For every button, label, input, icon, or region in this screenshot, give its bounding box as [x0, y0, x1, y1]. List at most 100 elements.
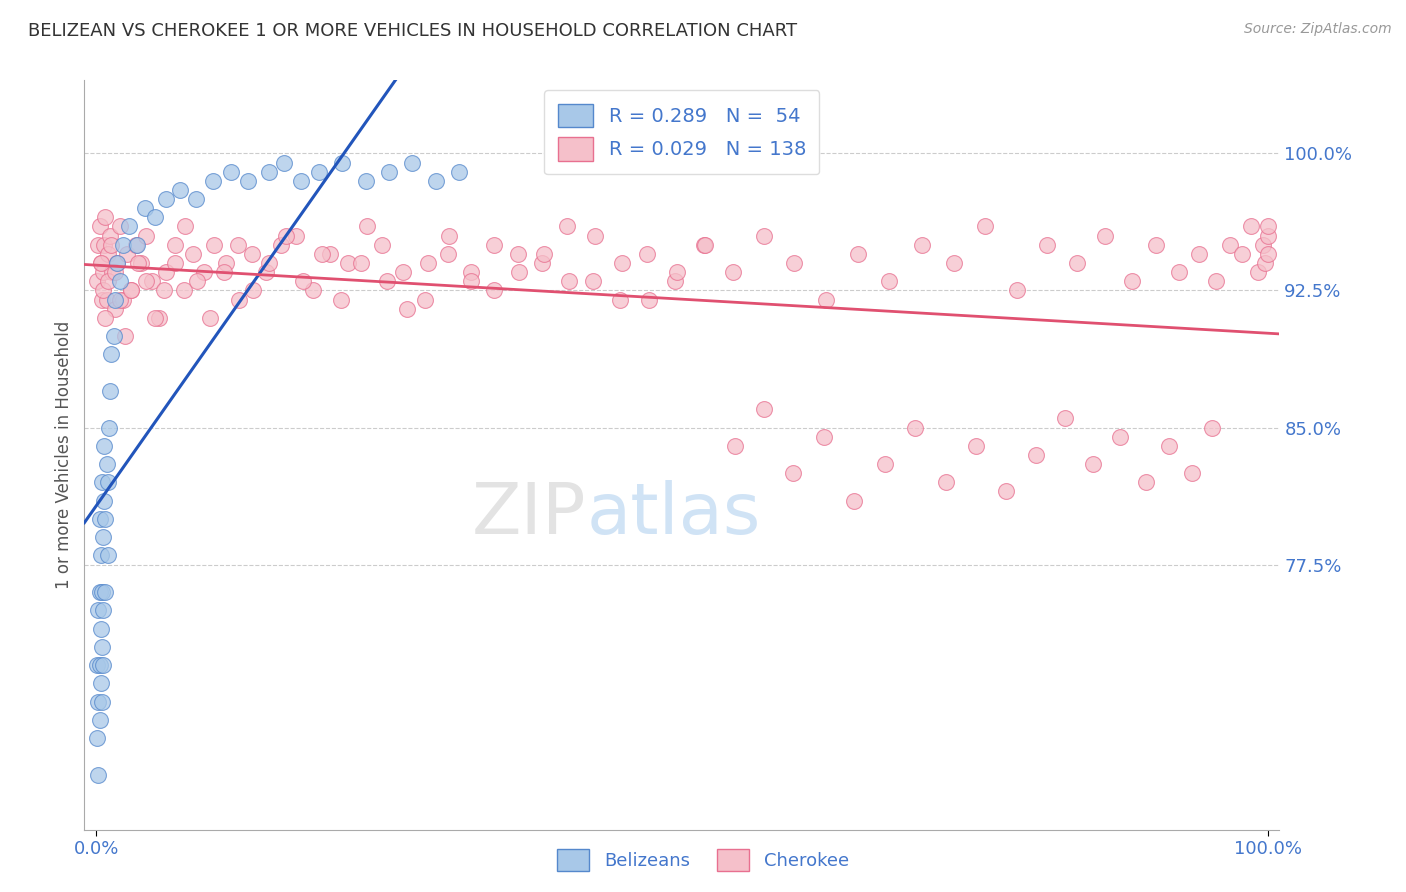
Point [783, 256, 806, 270]
Point [752, 402, 775, 417]
Point [90, 622, 112, 636]
Point [226, 237, 249, 252]
Point [415, 293, 437, 307]
Point [86, 274, 108, 288]
Point [813, 430, 835, 444]
Point [129, 256, 152, 270]
Point [724, 439, 747, 453]
Point [1230, 247, 1253, 261]
Point [942, 256, 965, 270]
Point [1240, 219, 1263, 234]
Point [723, 265, 745, 279]
Point [1083, 457, 1105, 471]
Point [350, 256, 373, 270]
Point [508, 265, 530, 279]
Point [375, 274, 398, 288]
Point [666, 265, 689, 279]
Point [104, 265, 127, 279]
Point [169, 183, 191, 197]
Point [879, 274, 901, 288]
Point [219, 164, 242, 178]
Point [135, 228, 157, 243]
Point [311, 247, 333, 261]
Point [87, 603, 110, 617]
Legend: Belizeans, Cherokee: Belizeans, Cherokee [550, 842, 856, 879]
Point [98, 420, 120, 434]
Point [1146, 237, 1168, 252]
Point [153, 284, 176, 298]
Point [782, 466, 804, 480]
Point [1054, 411, 1077, 425]
Point [98, 384, 121, 398]
Point [228, 293, 250, 307]
Point [1159, 439, 1181, 453]
Point [89, 219, 111, 234]
Point [911, 237, 934, 252]
Point [533, 247, 555, 261]
Point [120, 284, 142, 298]
Point [184, 192, 207, 206]
Point [1135, 475, 1157, 490]
Point [449, 164, 471, 178]
Point [155, 265, 177, 279]
Point [90, 676, 112, 690]
Point [94, 310, 117, 325]
Point [873, 457, 896, 471]
Point [356, 219, 378, 234]
Point [202, 174, 225, 188]
Point [91, 603, 114, 617]
Point [174, 219, 197, 234]
Point [995, 484, 1018, 499]
Point [392, 265, 415, 279]
Point [90, 475, 114, 490]
Point [555, 219, 578, 234]
Point [242, 284, 264, 298]
Point [1066, 256, 1088, 270]
Point [90, 293, 114, 307]
Point [89, 512, 111, 526]
Point [112, 237, 135, 252]
Point [212, 265, 235, 279]
Point [108, 293, 131, 307]
Point [91, 530, 114, 544]
Point [308, 164, 330, 178]
Point [1205, 274, 1227, 288]
Point [97, 247, 120, 261]
Point [173, 284, 195, 298]
Point [582, 274, 605, 288]
Point [90, 256, 112, 270]
Point [319, 247, 342, 261]
Point [118, 219, 141, 234]
Point [1005, 284, 1028, 298]
Point [302, 284, 325, 298]
Point [135, 274, 157, 288]
Point [273, 155, 295, 169]
Point [94, 211, 117, 225]
Text: atlas: atlas [586, 481, 761, 549]
Point [437, 228, 460, 243]
Point [108, 274, 131, 288]
Point [104, 293, 127, 307]
Point [636, 247, 658, 261]
Point [1025, 448, 1047, 462]
Point [274, 228, 297, 243]
Point [93, 237, 115, 252]
Point [1201, 420, 1223, 434]
Point [259, 256, 281, 270]
Point [141, 274, 163, 288]
Point [101, 265, 124, 279]
Point [285, 228, 308, 243]
Point [91, 265, 114, 279]
Point [436, 247, 458, 261]
Point [935, 475, 957, 490]
Point [259, 164, 281, 178]
Point [90, 640, 114, 654]
Point [1188, 247, 1211, 261]
Point [97, 274, 120, 288]
Point [531, 256, 554, 270]
Point [215, 256, 238, 270]
Point [846, 247, 869, 261]
Point [91, 284, 114, 298]
Point [484, 284, 506, 298]
Point [330, 293, 353, 307]
